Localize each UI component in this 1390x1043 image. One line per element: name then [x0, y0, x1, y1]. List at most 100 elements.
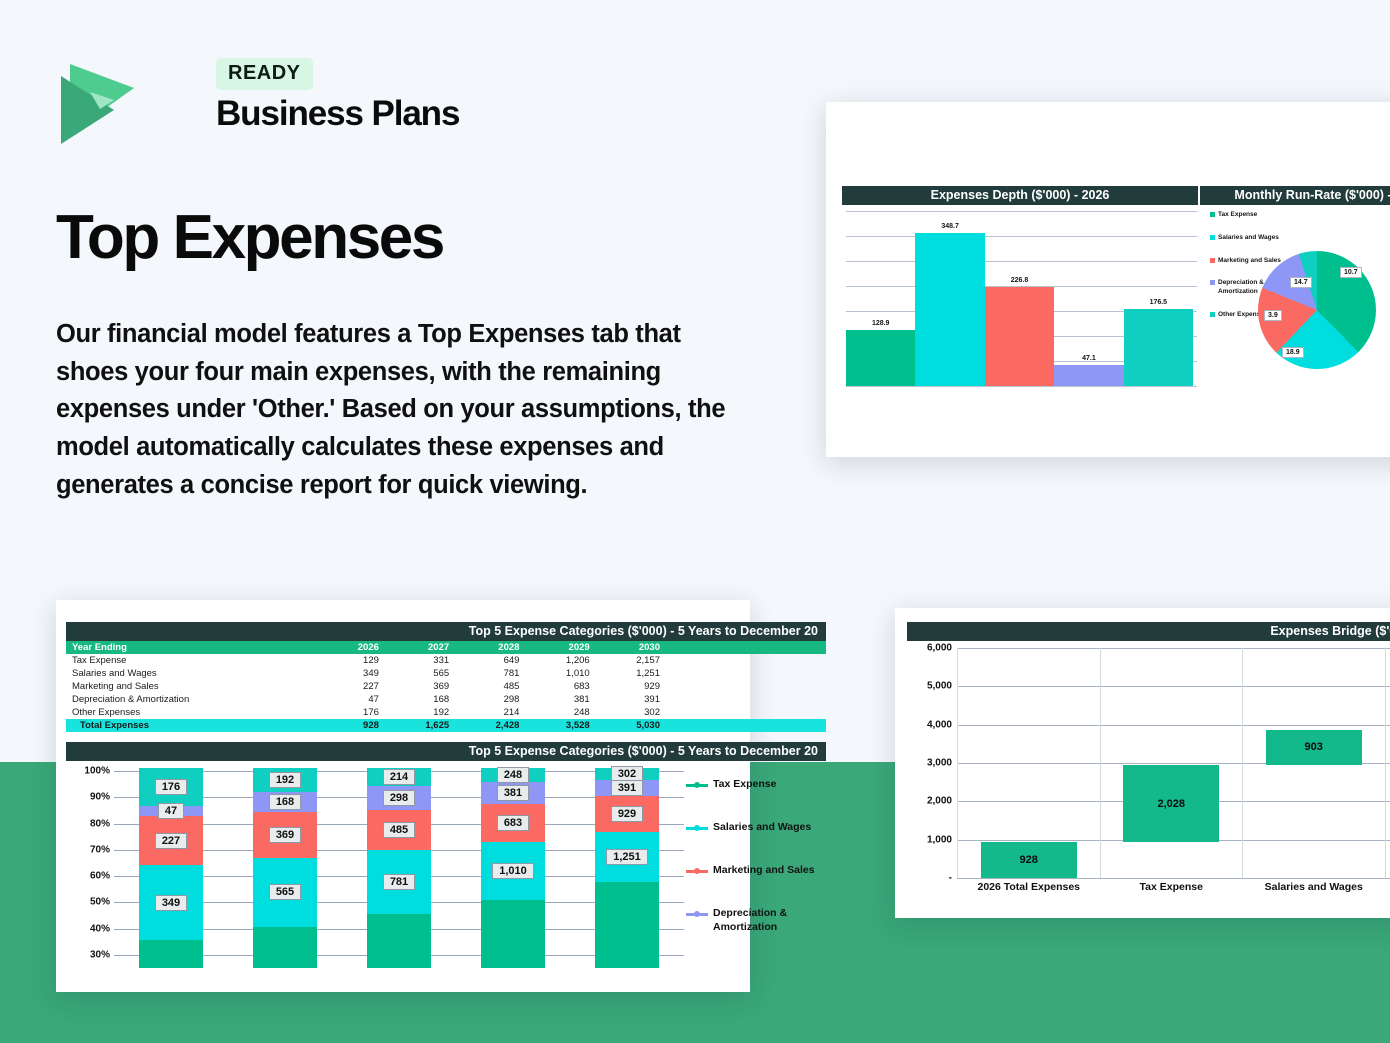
- table-cell-value: 369: [433, 681, 450, 692]
- stacked-segment: 369: [253, 812, 317, 858]
- stacked-segment: [367, 914, 431, 968]
- bar-value-label: 176.5: [1149, 298, 1168, 306]
- table-cell-label: Other Expenses: [72, 707, 141, 718]
- top-chart-area: Expenses Depth ($'000) - 2026 Monthly Ru…: [842, 186, 1390, 387]
- brand-logo-block: READY Business Plans: [56, 56, 476, 156]
- legend-label: Tax Expense: [713, 778, 777, 790]
- waterfall-bar: 928: [980, 842, 1077, 878]
- table-cell-value: 649: [503, 655, 520, 666]
- brand-name: Business Plans: [216, 94, 460, 133]
- y-axis-tick: 100%: [84, 765, 110, 777]
- page-description: Our financial model features a Top Expen…: [56, 320, 726, 499]
- bar-rect: [1054, 365, 1124, 386]
- expenses-depth-title: Expenses Depth ($'000) - 2026: [842, 186, 1200, 205]
- bar-value-label: 128.9: [871, 319, 890, 327]
- dashboard-card-expenses-depth: Expenses Depth ($'000) - 2026 Monthly Ru…: [826, 102, 1390, 457]
- waterfall-y-axis: 6,000 5,000 4,000 3,000 2,000 1,000 -: [907, 643, 957, 884]
- stacked-segment: 302: [595, 766, 659, 782]
- segment-value-label: 47: [157, 802, 185, 819]
- y-axis-tick: -: [948, 872, 952, 884]
- legend-item: Salaries and Wages: [1210, 234, 1298, 243]
- column-bar-4: 176.5: [1123, 211, 1194, 386]
- table-cell-value: 192: [433, 707, 450, 718]
- stacked-column-2026: 176 47 227 349: [114, 768, 228, 968]
- table-cell-value: 485: [503, 681, 520, 692]
- legend-label: Depreciation & Amortization: [713, 907, 788, 933]
- table-cell-value: 928: [319, 719, 385, 732]
- table-cell-value: 227: [363, 681, 379, 692]
- stacked-y-axis: 100% 90% 80% 70% 60% 50% 40% 30%: [66, 765, 114, 968]
- table-cell-value: 381: [573, 694, 590, 705]
- table-cell-label: Marketing and Sales: [72, 681, 159, 692]
- table-cell-label: Salaries and Wages: [72, 668, 157, 679]
- stacked-plot-area: 176 47 227 349 192 168 369 565 214 298 485 781 248 38…: [114, 766, 684, 968]
- stacked-segment: 1,010: [481, 842, 545, 900]
- y-axis-tick: 2,000: [926, 795, 952, 807]
- table-cell-value: 683: [573, 681, 590, 692]
- table-cell-label: Depreciation & Amortization: [72, 694, 190, 705]
- stacked-segment: 168: [253, 791, 317, 813]
- stacked-segment: [481, 899, 545, 968]
- legend-swatch: [1210, 257, 1215, 263]
- ready-badge: READY: [216, 58, 313, 90]
- table-cell-value: 3,528: [525, 719, 596, 732]
- table-row: Tax Expense 129 331 649 1,206 2,157: [66, 654, 826, 667]
- stacked-segment: [595, 882, 659, 968]
- table-cell-spacer: [666, 654, 826, 667]
- gridline: [846, 211, 1197, 212]
- y-axis-tick: 40%: [89, 923, 110, 935]
- table-row: Other Expenses 176 192 214 248 302: [66, 706, 826, 719]
- top5-table-block: Top 5 Expense Categories ($'000) - 5 Yea…: [66, 622, 826, 732]
- legend-label: Depreciation & Amortization: [1218, 279, 1264, 296]
- table-row: Depreciation & Amortization 47 168 298 381 39…: [66, 693, 826, 706]
- legend-label: Salaries and Wages: [1218, 233, 1279, 241]
- gridline: [846, 261, 1197, 262]
- segment-value-label: 1,251: [606, 849, 648, 866]
- gridline: [957, 763, 1390, 764]
- y-axis-tick: 30%: [89, 949, 110, 961]
- table-cell-spacer: [666, 719, 826, 732]
- bar-rect: [846, 329, 916, 386]
- stacked-column-inner: 302 391 929 1,251: [595, 766, 659, 968]
- stacked-segment: 391: [595, 779, 659, 796]
- top-chart-title-row: Expenses Depth ($'000) - 2026 Monthly Ru…: [842, 186, 1390, 205]
- y-axis-tick: 60%: [89, 870, 110, 882]
- table-cell-label: Tax Expense: [72, 655, 127, 666]
- table-cell-spacer: [666, 680, 826, 693]
- gridline: [957, 686, 1390, 688]
- segment-value-label: 298: [382, 789, 416, 806]
- table-cell-value: 349: [363, 668, 379, 679]
- bar-value-label: 47.1: [1082, 355, 1096, 363]
- expenses-depth-legend: Tax Expense Salaries and Wages Marketing a…: [1210, 211, 1298, 334]
- legend-label: Marketing and Sales: [713, 864, 815, 877]
- waterfall-column-3: 702Marketing and Sales: [1384, 648, 1390, 878]
- table-body: Tax Expense 129 331 649 1,206 2,157 Salaries a…: [66, 654, 826, 732]
- table-col-header-label: Year Ending: [66, 641, 320, 654]
- table-col-header-year: 2030: [595, 641, 666, 654]
- column-plot-area: 128.9 348.7 226.8 47.1 176.5: [842, 211, 1197, 387]
- waterfall-bar: 903: [1265, 730, 1362, 765]
- waterfall-bar: 2,028: [1123, 764, 1220, 843]
- stacked-columns: 176 47 227 349 192 168 369 565 214 298 485 781 248 38…: [114, 766, 684, 968]
- pie-label-oth: 3.9: [1264, 310, 1282, 321]
- waterfall-column-0: 928 2026 Total Expenses: [957, 648, 1100, 893]
- segment-value-label: 1,010: [492, 862, 534, 879]
- stacked-segment: 485: [367, 810, 431, 851]
- legend-swatch: [1210, 311, 1215, 317]
- gridline: [957, 724, 1390, 726]
- segment-value-label: 485: [382, 822, 416, 839]
- legend-marker: [686, 908, 708, 920]
- stacked-segment: 248: [481, 767, 545, 784]
- legend-label: Marketing and Sales: [1218, 256, 1281, 264]
- bar-rect: [915, 233, 985, 386]
- play-triangle-logo-icon: [61, 64, 134, 144]
- top5-table-title: Top 5 Expense Categories ($'000) - 5 Yea…: [66, 622, 826, 641]
- y-axis-tick: 90%: [89, 791, 110, 803]
- bar-value-label: 226.8: [1010, 276, 1029, 284]
- table-cell-value: 248: [573, 707, 590, 718]
- pie-label-dep: 10.7: [1340, 267, 1362, 278]
- stacked-column-inner: 176 47 227 349: [139, 768, 203, 968]
- column-bar-0: 128.9: [846, 211, 916, 386]
- segment-value-label: 168: [268, 793, 302, 810]
- y-axis-tick: 5,000: [926, 680, 952, 692]
